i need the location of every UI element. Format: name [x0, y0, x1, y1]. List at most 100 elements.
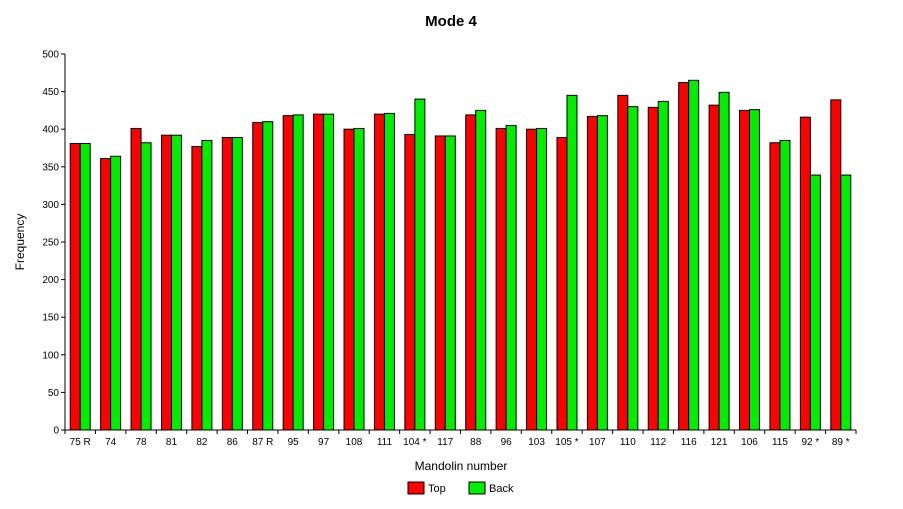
- bar-back-20: [688, 79, 700, 431]
- bar-top-5: [221, 136, 233, 431]
- bar-top-8: [313, 113, 325, 431]
- bar-top-21: [708, 104, 720, 431]
- bar-back-4: [201, 139, 213, 431]
- bar-top-3: [160, 134, 172, 431]
- bar-top-25: [830, 99, 842, 431]
- x-tick-label: 112: [650, 437, 666, 448]
- bar-top-22: [739, 109, 751, 431]
- bar-back-0: [79, 142, 91, 431]
- bar-top-11: [404, 133, 416, 431]
- bar-back-19: [657, 100, 669, 431]
- bar-top-18: [617, 94, 629, 431]
- bar-back-21: [718, 91, 730, 431]
- x-tick-label: 103: [528, 437, 545, 448]
- bar-back-25: [840, 174, 852, 431]
- x-tick-label: 81: [166, 437, 178, 448]
- bar-back-22: [749, 109, 761, 431]
- x-tick-label: 104 *: [403, 437, 426, 448]
- x-tick-label: 87 R: [252, 437, 273, 448]
- y-tick-label: 450: [42, 87, 59, 98]
- chart-title: Mode 4: [425, 13, 477, 30]
- bar-top-0: [69, 142, 81, 431]
- y-axis-ticks: 0 50 100 150 200 250 300 350 400 450 500: [42, 50, 65, 437]
- bar-top-12: [434, 135, 446, 431]
- bar-top-17: [586, 115, 598, 431]
- x-tick-label: 110: [620, 437, 636, 448]
- x-tick-label: 86: [227, 437, 239, 448]
- x-tick-label: 82: [196, 437, 208, 448]
- legend: Top Back: [407, 481, 514, 495]
- bar-back-14: [505, 124, 517, 431]
- bar-top-16: [556, 136, 568, 431]
- y-tick-label: 400: [42, 125, 59, 136]
- y-tick-label: 350: [42, 162, 59, 173]
- x-tick-label: 121: [711, 437, 728, 448]
- x-tick-label: 78: [135, 437, 147, 448]
- bar-back-1: [110, 155, 122, 431]
- x-tick-label: 116: [681, 437, 697, 448]
- bar-top-4: [191, 145, 203, 431]
- bar-back-18: [627, 106, 639, 431]
- bar-top-9: [343, 128, 355, 431]
- y-tick-label: 250: [42, 238, 59, 249]
- bar-top-7: [282, 115, 294, 431]
- x-tick-label: 115: [772, 437, 788, 448]
- bar-top-10: [373, 113, 385, 431]
- bar-back-23: [779, 139, 791, 431]
- bar-back-16: [566, 94, 578, 431]
- bar-top-13: [465, 114, 477, 431]
- bar-back-6: [262, 121, 274, 431]
- y-tick-label: 200: [42, 275, 59, 286]
- bar-top-20: [678, 82, 690, 431]
- bar-top-19: [647, 106, 659, 431]
- bar-back-7: [292, 114, 304, 431]
- bar-top-6: [252, 121, 264, 431]
- x-tick-label: 108: [346, 437, 363, 448]
- bar-back-13: [475, 109, 487, 431]
- bar-top-23: [769, 142, 781, 431]
- bar-back-8: [323, 113, 335, 431]
- x-tick-label: 111: [377, 437, 393, 448]
- bar-back-15: [536, 127, 548, 431]
- y-tick-label: 50: [48, 388, 60, 399]
- y-tick-label: 100: [42, 350, 59, 361]
- bar-back-12: [444, 135, 456, 431]
- bar-back-2: [140, 142, 152, 431]
- bar-back-5: [231, 136, 243, 431]
- bar-back-11: [414, 98, 426, 431]
- bar-top-15: [526, 128, 538, 431]
- x-tick-label: 74: [105, 437, 117, 448]
- x-tick-label: 96: [501, 437, 513, 448]
- bar-top-1: [100, 158, 112, 431]
- x-tick-label: 107: [589, 437, 606, 448]
- legend-swatch-back: [468, 481, 486, 495]
- x-tick-label: 117: [437, 437, 453, 448]
- bars-group: [69, 79, 852, 431]
- legend-label-top: Top: [428, 483, 446, 495]
- bar-back-17: [596, 115, 608, 431]
- x-axis-label: Mandolin number: [415, 459, 508, 473]
- x-tick-label: 75 R: [70, 437, 91, 448]
- y-axis-label: Frequency: [13, 214, 27, 271]
- legend-label-back: Back: [489, 483, 514, 495]
- x-tick-label: 95: [288, 437, 300, 448]
- bar-top-24: [799, 116, 811, 431]
- legend-swatch-top: [407, 481, 425, 495]
- x-axis-ticks: 75 R 74 78 81 82 86 87 R 95 97 108 111 104 * 117 88 96…: [64, 430, 857, 448]
- x-tick-label: 92 *: [801, 437, 819, 448]
- y-tick-label: 0: [53, 426, 59, 437]
- x-tick-label: 106: [741, 437, 758, 448]
- x-tick-label: 97: [318, 437, 330, 448]
- bar-back-3: [170, 134, 182, 431]
- y-tick-label: 500: [42, 50, 59, 61]
- x-tick-label: 89 *: [832, 437, 850, 448]
- x-tick-label: 88: [470, 437, 482, 448]
- x-tick-label: 105 *: [555, 437, 578, 448]
- bar-back-24: [809, 174, 821, 431]
- y-tick-label: 300: [42, 200, 59, 211]
- bar-back-9: [353, 127, 365, 431]
- bar-top-2: [130, 127, 142, 431]
- bar-back-10: [383, 112, 395, 431]
- y-tick-label: 150: [42, 313, 59, 324]
